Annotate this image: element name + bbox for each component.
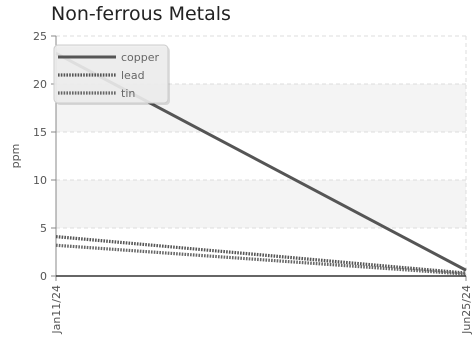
background-bands (56, 84, 466, 228)
legend-label-tin: tin (121, 87, 135, 100)
x-tick-label: Jan11/24 (50, 285, 63, 335)
legend-label-copper: copper (121, 51, 160, 64)
y-tick-label: 15 (33, 126, 47, 139)
y-tick-label: 10 (33, 174, 47, 187)
y-tick-label: 20 (33, 78, 47, 91)
grid-band (56, 180, 466, 228)
series-line-tin (55, 243, 467, 276)
x-tick-labels: Jan11/24 Jun25/24 (50, 285, 473, 335)
legend-label-lead: lead (121, 69, 145, 82)
x-tick-label: Jun25/24 (460, 285, 473, 335)
y-tick-label: 25 (33, 30, 47, 43)
legend: copper lead tin (53, 44, 170, 105)
y-tick-label: 5 (40, 222, 47, 235)
y-tick-labels: 0 5 10 15 20 25 (33, 30, 47, 283)
y-axis-label: ppm (9, 144, 22, 169)
chart-title: Non-ferrous Metals (51, 3, 231, 25)
series-line-lead (55, 235, 467, 275)
y-tick-label: 0 (40, 270, 47, 283)
legend-box (53, 44, 169, 104)
